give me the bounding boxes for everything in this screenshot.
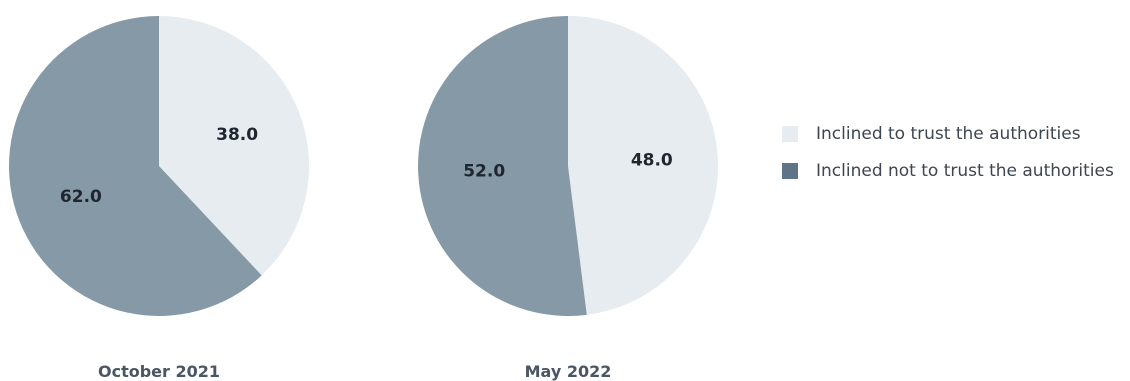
pie-slice-distrust xyxy=(418,16,587,316)
pie-caption: May 2022 xyxy=(525,362,612,381)
pie-slice-trust xyxy=(568,15,719,315)
legend-label-trust: Inclined to trust the authorities xyxy=(816,124,1081,144)
pie-slice-trust xyxy=(159,16,310,276)
legend-item-distrust: Inclined not to trust the authorities xyxy=(782,159,1114,183)
pie-chart-2: 48.0 52.0 May 2022 xyxy=(418,15,719,381)
slice-label-distrust: 52.0 xyxy=(463,161,505,181)
slice-label-distrust: 62.0 xyxy=(60,187,102,207)
legend-swatch-distrust xyxy=(782,163,798,179)
slice-label-trust: 48.0 xyxy=(631,151,673,171)
legend-item-trust: Inclined to trust the authorities xyxy=(782,122,1114,146)
pie-slice-distrust xyxy=(9,16,262,316)
pie-caption: October 2021 xyxy=(98,362,220,381)
legend: Inclined to trust the authorities Inclin… xyxy=(782,122,1114,196)
slice-label-trust: 38.0 xyxy=(216,125,258,145)
pie-chart-1: 38.0 62.0 October 2021 xyxy=(9,16,310,381)
legend-label-distrust: Inclined not to trust the authorities xyxy=(816,161,1114,181)
legend-swatch-trust xyxy=(782,126,798,142)
